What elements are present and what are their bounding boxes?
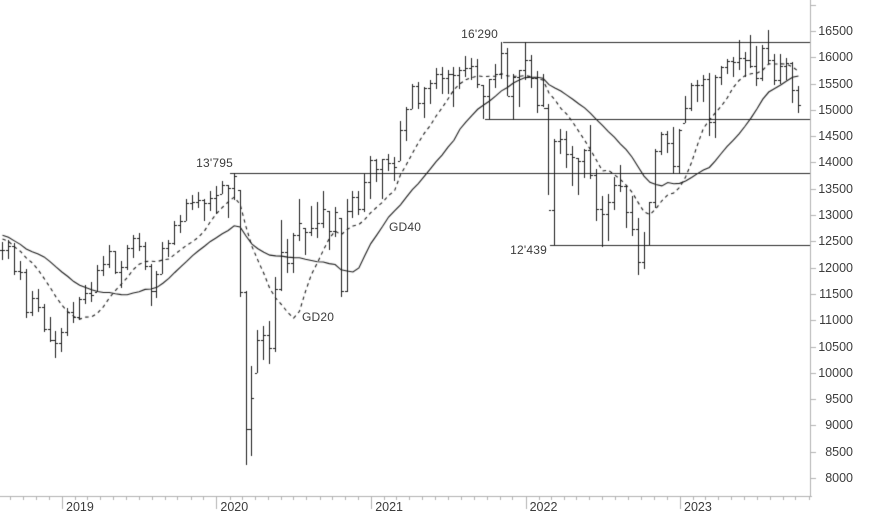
stock-chart: 16'290 13'795 12'439 GD40 GD20 16500 1600… [0,0,874,515]
price-chart-canvas[interactable] [0,0,874,515]
